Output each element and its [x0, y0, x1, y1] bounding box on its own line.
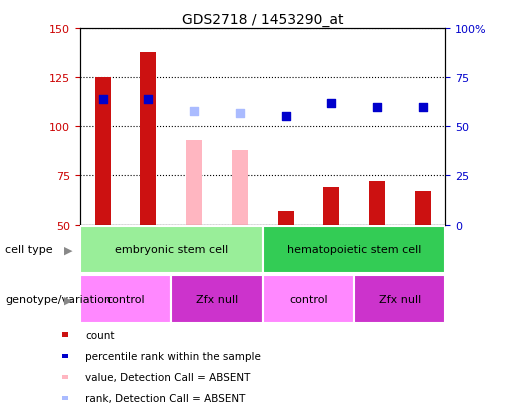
Text: GSM169465: GSM169465	[281, 223, 290, 277]
Text: value, Detection Call = ABSENT: value, Detection Call = ABSENT	[85, 372, 251, 382]
Bar	[62, 354, 68, 358]
Point	[327, 100, 335, 107]
Bar	[354, 275, 445, 323]
Bar	[62, 396, 68, 401]
Bar	[415, 192, 431, 225]
Text: GSM169460: GSM169460	[235, 223, 244, 277]
Bar	[217, 225, 263, 275]
Text: Zfx null: Zfx null	[196, 294, 238, 304]
Bar	[80, 275, 171, 323]
Text: GSM169463: GSM169463	[372, 223, 382, 277]
Bar	[354, 225, 400, 275]
Point	[373, 104, 381, 111]
Text: ▶: ▶	[64, 294, 73, 304]
Text: Zfx null: Zfx null	[379, 294, 421, 304]
Bar	[171, 225, 217, 275]
Bar	[80, 225, 126, 275]
Text: GSM169459: GSM169459	[190, 223, 199, 277]
Text: cell type: cell type	[5, 245, 53, 255]
Bar	[95, 78, 111, 225]
Bar	[62, 375, 68, 379]
Bar	[323, 188, 339, 225]
Bar	[308, 225, 354, 275]
Bar	[126, 225, 171, 275]
Title: GDS2718 / 1453290_at: GDS2718 / 1453290_at	[182, 12, 344, 26]
Point	[98, 96, 107, 103]
Point	[419, 104, 427, 111]
Bar	[80, 226, 263, 274]
Text: genotype/variation: genotype/variation	[5, 294, 111, 304]
Bar	[171, 275, 263, 323]
Point	[281, 114, 289, 121]
Text: GSM169464: GSM169464	[418, 223, 427, 277]
Text: ▶: ▶	[64, 245, 73, 255]
Bar	[141, 52, 157, 225]
Text: percentile rank within the sample: percentile rank within the sample	[85, 351, 261, 361]
Text: embryonic stem cell: embryonic stem cell	[115, 245, 228, 255]
Text: GSM169455: GSM169455	[98, 223, 107, 277]
Text: count: count	[85, 330, 115, 340]
Bar	[232, 150, 248, 225]
Text: hematopoietic stem cell: hematopoietic stem cell	[287, 245, 421, 255]
Bar	[263, 225, 308, 275]
Text: rank, Detection Call = ABSENT: rank, Detection Call = ABSENT	[85, 393, 246, 403]
Bar	[186, 141, 202, 225]
Point	[236, 110, 244, 116]
Point	[190, 108, 198, 114]
Bar	[263, 275, 354, 323]
Text: control: control	[289, 294, 328, 304]
Bar	[263, 226, 445, 274]
Text: GSM169456: GSM169456	[144, 223, 153, 277]
Point	[144, 96, 152, 103]
Text: control: control	[106, 294, 145, 304]
Bar	[369, 182, 385, 225]
Text: GSM169466: GSM169466	[327, 223, 336, 277]
Bar	[278, 211, 294, 225]
Bar	[400, 225, 445, 275]
Bar	[62, 333, 68, 337]
